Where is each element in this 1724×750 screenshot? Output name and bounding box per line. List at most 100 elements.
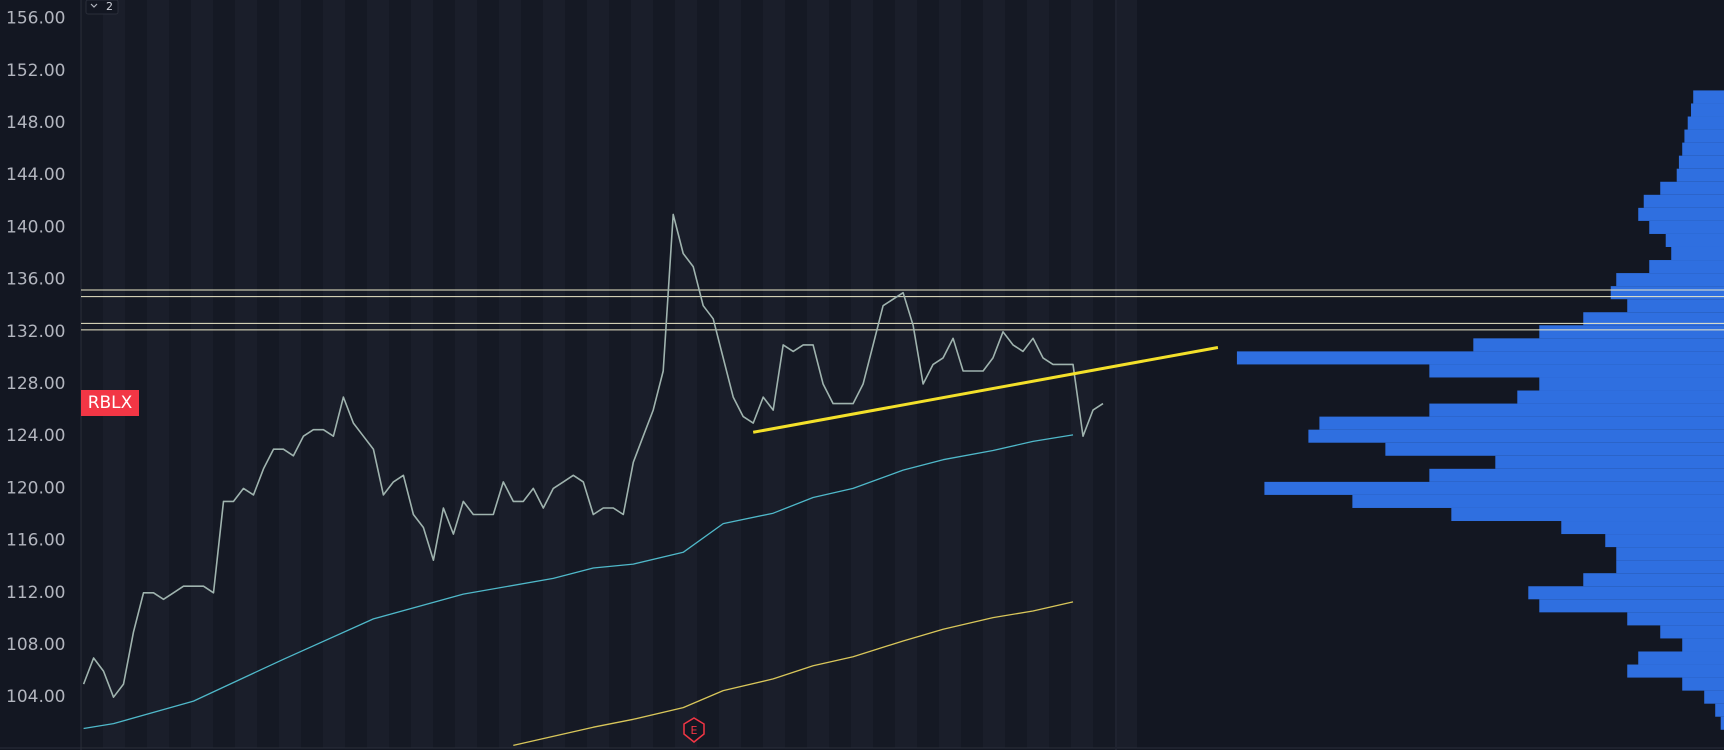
volume-bar [1616, 560, 1724, 574]
stripe [1027, 0, 1049, 748]
stripe [565, 0, 587, 748]
volume-bar [1715, 703, 1724, 717]
volume-bar [1627, 299, 1724, 313]
stripe [301, 0, 323, 748]
stripe [1093, 0, 1115, 748]
stripe [763, 0, 785, 748]
y-tick-label: 116.00 [6, 531, 65, 551]
volume-bar [1528, 586, 1724, 600]
volume-bar [1638, 651, 1724, 665]
stripe [345, 0, 367, 748]
volume-bar [1687, 116, 1724, 130]
volume-bar [1352, 494, 1724, 508]
earnings-marker: E [691, 724, 698, 737]
stripe [851, 0, 873, 748]
y-tick-label: 136.00 [6, 270, 65, 290]
y-tick-label: 140.00 [6, 217, 65, 237]
earnings-marker-icon [683, 717, 705, 743]
volume-bar [1691, 103, 1724, 117]
volume-bar [1684, 129, 1724, 143]
stripe [653, 0, 675, 748]
stripe [697, 0, 719, 748]
volume-bar [1539, 599, 1724, 613]
volume-bar [1665, 233, 1724, 247]
volume-bar [1638, 207, 1724, 221]
y-tick-label: 148.00 [6, 113, 65, 133]
stripe [455, 0, 477, 748]
volume-bar [1616, 547, 1724, 561]
stripe [785, 0, 807, 748]
stripe [81, 0, 103, 748]
stripe [1005, 0, 1027, 748]
volume-bar [1605, 534, 1724, 548]
stripe [191, 0, 213, 748]
stripe [257, 0, 279, 748]
volume-bar [1676, 168, 1724, 182]
y-tick-label: 144.00 [6, 165, 65, 185]
stripe [983, 0, 1005, 748]
y-tick-label: 104.00 [6, 687, 65, 707]
volume-bar [1429, 468, 1724, 482]
volume-bar [1643, 194, 1724, 208]
stripe [741, 0, 763, 748]
stripe [367, 0, 389, 748]
stripe [169, 0, 191, 748]
badge-count: 2 [106, 0, 113, 13]
volume-bar [1264, 481, 1724, 495]
volume-bar [1616, 273, 1724, 287]
stripe [609, 0, 631, 748]
price-line [82, 213, 1104, 698]
stripe [543, 0, 565, 748]
stripe [213, 0, 235, 748]
stripe [1115, 0, 1137, 748]
volume-bar [1682, 677, 1724, 691]
stripe [147, 0, 169, 748]
stripe [719, 0, 741, 748]
stripe [873, 0, 895, 748]
volume-bar [1473, 338, 1724, 352]
badge-box[interactable] [85, 0, 119, 15]
moving-average [83, 434, 1074, 730]
volume-bar [1610, 286, 1724, 300]
volume-bar [1451, 507, 1724, 522]
volume-bar [1236, 351, 1724, 365]
badge[interactable]: 2 [85, 0, 119, 15]
volume-bar [1627, 664, 1724, 678]
background-stripes [81, 0, 1137, 748]
stripe [895, 0, 917, 748]
stripe [961, 0, 983, 748]
y-tick-label: 152.00 [6, 61, 65, 81]
volume-bar [1649, 260, 1724, 274]
stripe [1071, 0, 1093, 748]
volume-bar [1627, 612, 1724, 626]
volume-bar [1660, 181, 1724, 195]
stripe [807, 0, 829, 748]
volume-bar [1539, 377, 1724, 391]
y-tick-label: 120.00 [6, 478, 65, 498]
stripe [521, 0, 543, 748]
volume-bar [1682, 142, 1724, 156]
y-tick-label: 108.00 [6, 635, 65, 655]
volume-bar [1583, 573, 1724, 587]
stripe [433, 0, 455, 748]
stripe [1049, 0, 1071, 748]
volume-bar [1693, 90, 1724, 104]
volume-bar [1308, 429, 1724, 443]
stripe [675, 0, 697, 748]
y-tick-label: 132.00 [6, 322, 65, 342]
stripe [279, 0, 301, 748]
volume-bar [1561, 521, 1724, 535]
stripe [829, 0, 851, 748]
volume-bar [1682, 638, 1724, 652]
y-tick-label: 128.00 [6, 374, 65, 394]
volume-bar [1517, 390, 1724, 404]
stripe [389, 0, 411, 748]
volume-bar [1429, 403, 1724, 417]
volume-bar [1583, 312, 1724, 326]
volume-bar [1319, 416, 1724, 430]
volume-bar [1720, 716, 1724, 730]
badge-chevron [90, 3, 98, 8]
stripe [323, 0, 345, 748]
volume-bar [1704, 690, 1724, 704]
